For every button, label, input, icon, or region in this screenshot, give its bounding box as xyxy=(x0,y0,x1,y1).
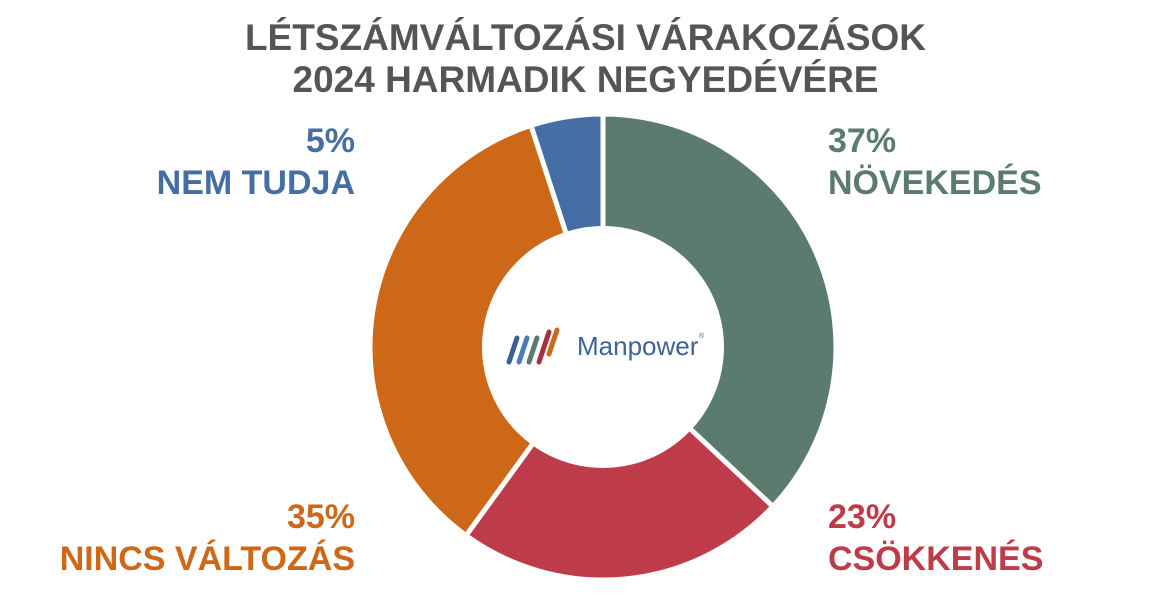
label-novekedes-name: NÖVEKEDÉS xyxy=(828,164,1042,202)
label-novekedes: 37% NÖVEKEDÉS xyxy=(828,120,1042,204)
label-nincs-name: NINCS VÁLTOZÁS xyxy=(59,540,355,578)
label-csokkenes-name: CSÖKKENÉS xyxy=(828,540,1044,578)
manpower-logo-text: Manpower xyxy=(577,331,699,361)
donut-slice-1 xyxy=(600,111,839,511)
chart-title-line-1: LÉTSZÁMVÁLTOZÁSI VÁRAKOZÁSOK xyxy=(244,17,927,58)
label-nincs-pct: 35% xyxy=(286,498,355,536)
chart-title-line-2: 2024 HARMADIK NEGYEDÉVÉRE xyxy=(292,59,879,100)
label-csokkenes-pct: 23% xyxy=(828,498,897,536)
donut-hole xyxy=(482,226,724,468)
label-nemtudja-pct: 5% xyxy=(305,122,355,160)
label-nem-tudja: 5% NEM TUDJA xyxy=(157,120,355,204)
label-csokkenes: 23% CSÖKKENÉS xyxy=(828,496,1043,580)
manpower-logo-mark-icon xyxy=(506,327,560,365)
label-novekedes-pct: 37% xyxy=(828,122,897,160)
registered-mark: ® xyxy=(699,333,705,340)
label-nemtudja-name: NEM TUDJA xyxy=(156,164,355,202)
label-nincs-valtozas: 35% NINCS VÁLTOZÁS xyxy=(60,496,355,580)
